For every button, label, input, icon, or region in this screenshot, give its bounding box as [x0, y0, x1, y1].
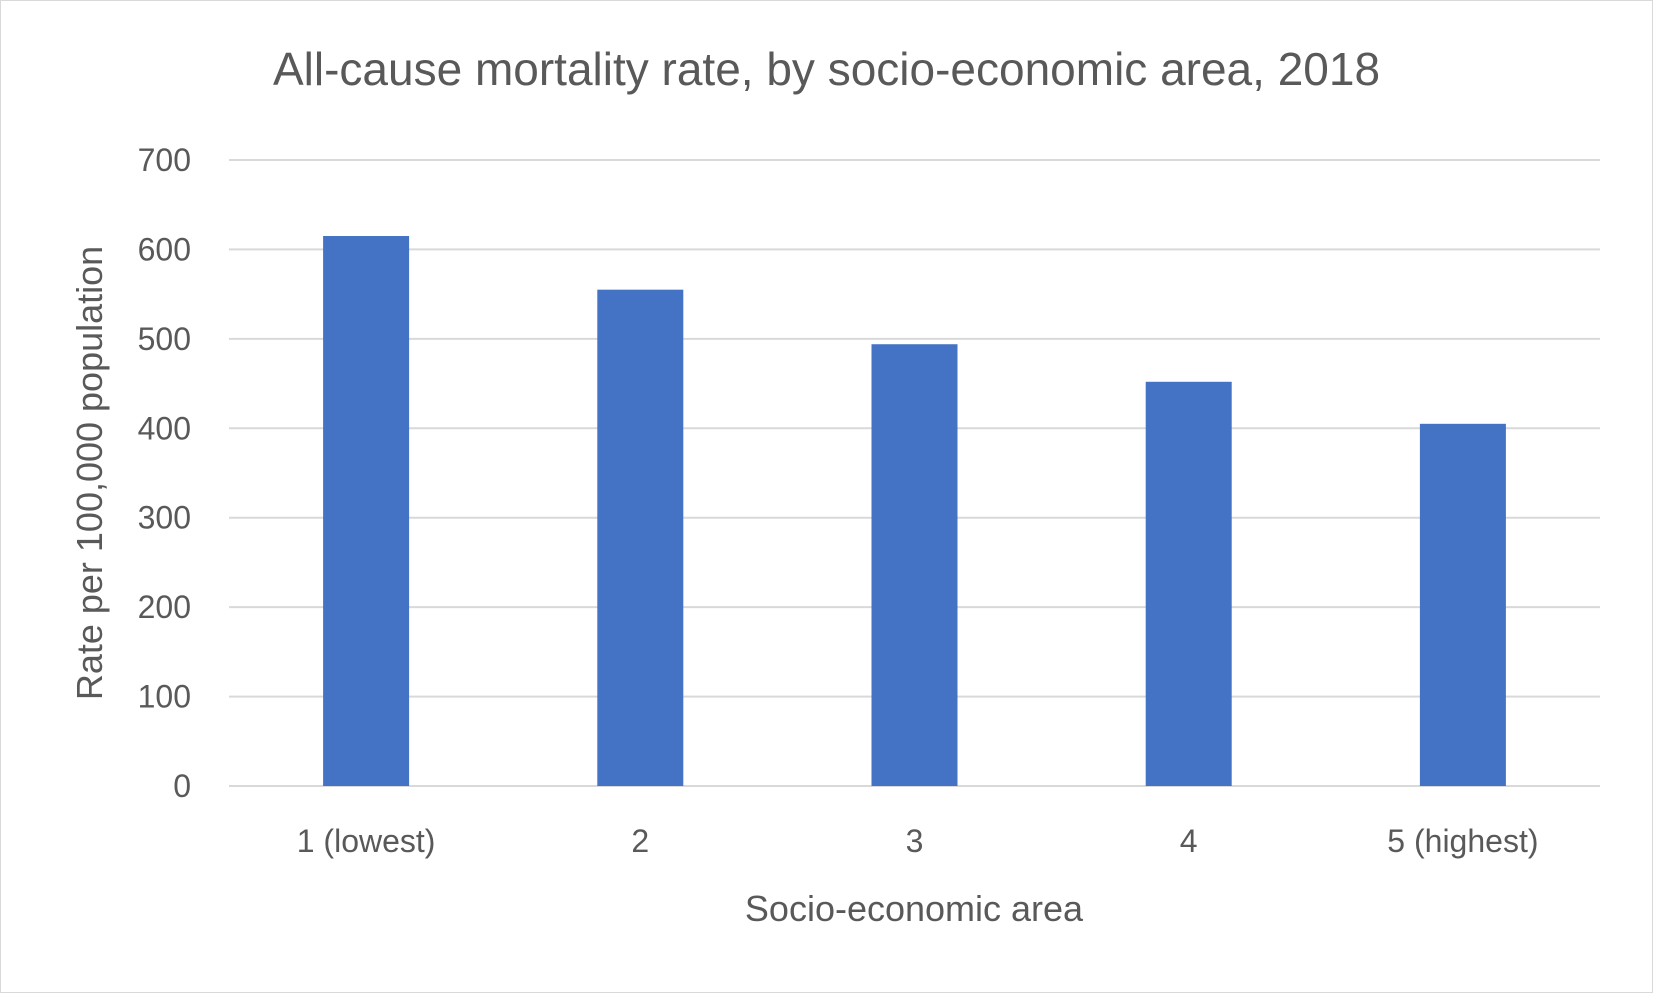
bar: [1145, 381, 1232, 786]
x-tick-label: 1 (lowest): [297, 823, 436, 859]
y-tick-label: 0: [173, 768, 191, 804]
x-tick-label: 3: [906, 823, 924, 859]
y-axis-ticks: 0 100 200 300 400 500 600 700: [138, 142, 191, 804]
y-tick-label: 200: [138, 589, 191, 625]
bar: [871, 344, 958, 786]
y-tick-label: 400: [138, 410, 191, 446]
bar: [1419, 423, 1506, 786]
bars: [323, 236, 1506, 786]
x-tick-label: 4: [1180, 823, 1198, 859]
x-axis-title: Socio-economic area: [745, 888, 1084, 929]
y-tick-label: 500: [138, 321, 191, 357]
y-tick-label: 100: [138, 679, 191, 715]
x-axis-ticks: 1 (lowest) 2 3 4 5 (highest): [297, 823, 1539, 859]
y-tick-label: 300: [138, 500, 191, 536]
x-tick-label: 5 (highest): [1387, 823, 1538, 859]
x-tick-label: 2: [631, 823, 649, 859]
y-axis-title: Rate per 100,000 population: [69, 246, 110, 700]
chart-title: All-cause mortality rate, by socio-econo…: [272, 43, 1381, 95]
bar: [597, 289, 684, 786]
y-tick-label: 600: [138, 231, 191, 267]
y-tick-label: 700: [138, 142, 191, 178]
bar: [323, 236, 410, 786]
